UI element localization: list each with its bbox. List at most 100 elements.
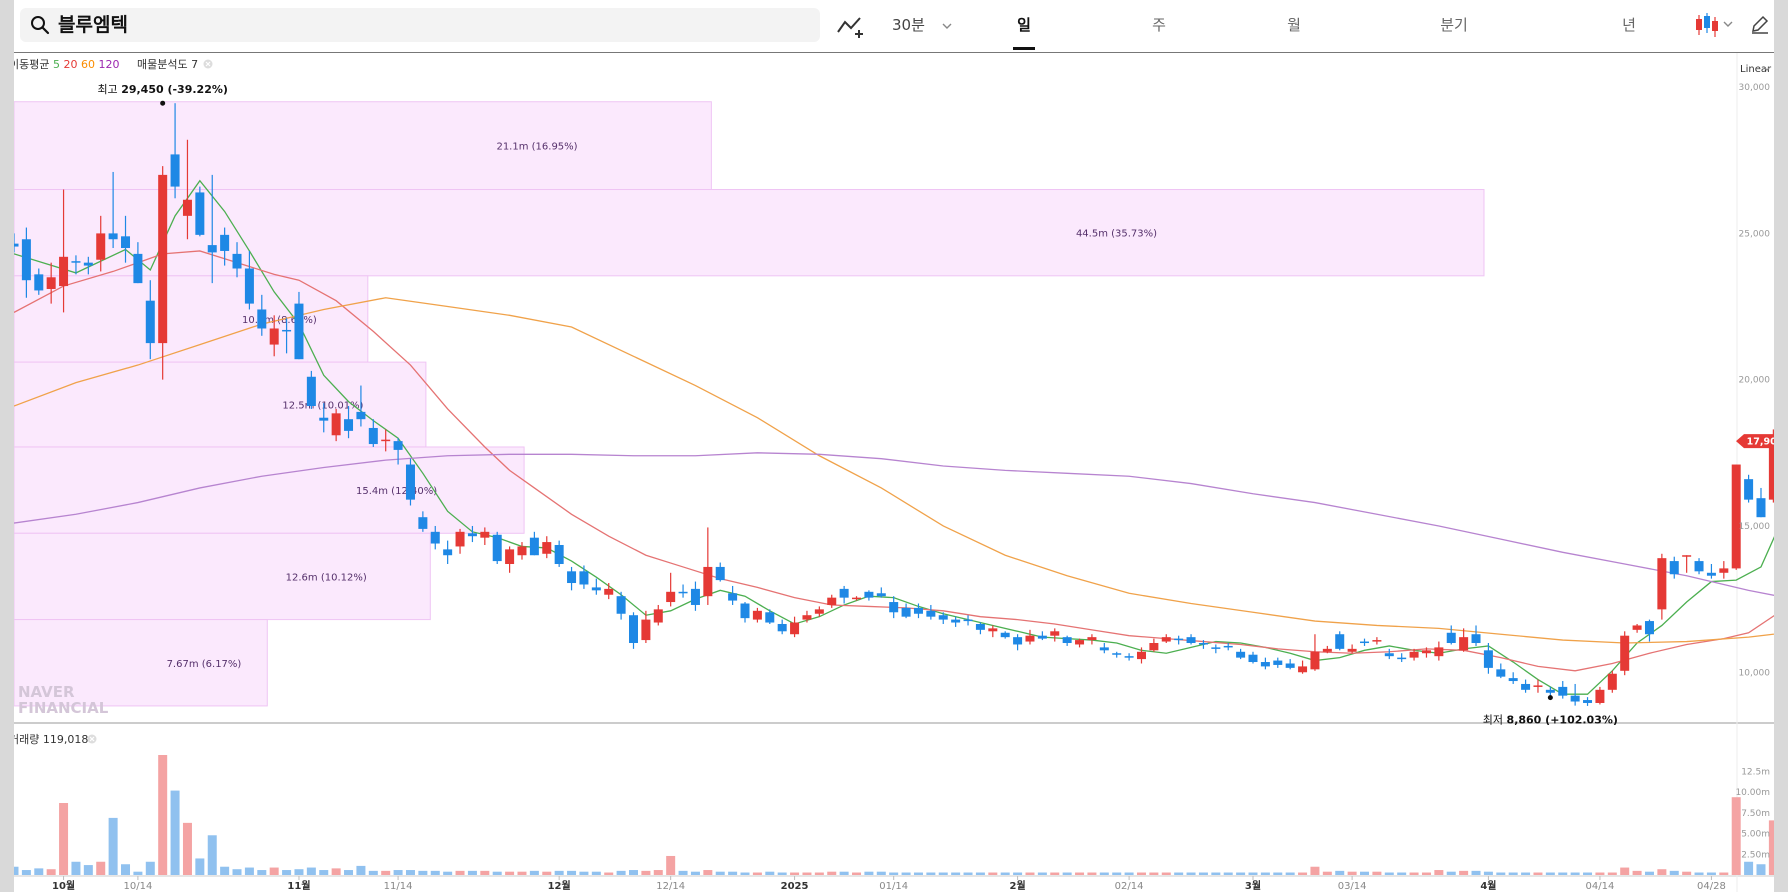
candle[interactable] [381,429,391,452]
search-icon[interactable] [30,15,50,35]
candle[interactable] [1583,697,1593,706]
candle[interactable] [1570,683,1580,706]
candle[interactable] [1459,628,1469,652]
candle[interactable] [604,583,614,600]
candle[interactable] [1149,638,1159,652]
candle[interactable] [827,594,837,608]
candle[interactable] [1682,555,1692,573]
candle[interactable] [1545,686,1555,696]
price-chart[interactable]: 21.1m (16.95%)44.5m (35.73%)10.7m (8.62%… [14,0,1774,892]
candle[interactable] [1384,648,1394,660]
candle[interactable] [1260,657,1270,670]
candle[interactable] [158,166,168,380]
candle[interactable] [802,610,812,623]
candle[interactable] [1434,641,1444,661]
candle[interactable] [195,186,205,237]
volume-legend[interactable]: 거래량 119,018 [14,733,88,746]
candle[interactable] [876,587,886,598]
candle[interactable] [554,540,564,567]
candle[interactable] [777,619,787,635]
candle[interactable] [1000,631,1010,639]
candle[interactable] [1694,558,1704,575]
candle[interactable] [34,268,44,295]
tab-quarter[interactable]: 분기 [1440,16,1468,34]
candle[interactable] [1657,553,1667,620]
candle[interactable] [71,255,81,275]
scale-selector[interactable]: Linear [1740,64,1772,75]
candle[interactable] [1198,640,1208,649]
candle[interactable] [368,419,378,447]
candle[interactable] [1136,647,1146,664]
candle[interactable] [1112,651,1122,658]
candle[interactable] [1409,648,1419,661]
candle-type-icon[interactable] [1694,12,1734,38]
candle[interactable] [765,609,775,624]
candle[interactable] [145,280,155,360]
candle[interactable] [282,318,292,354]
candle[interactable] [1236,648,1246,660]
candle[interactable] [1558,681,1568,699]
candle[interactable] [852,596,862,601]
candle[interactable] [46,262,56,304]
candle[interactable] [1620,631,1630,676]
candle[interactable] [492,531,502,565]
candle[interactable] [108,171,118,249]
candle[interactable] [1087,634,1097,645]
candle[interactable] [1322,645,1332,654]
candle[interactable] [1483,643,1493,674]
candle[interactable] [839,585,849,604]
candle[interactable] [1050,628,1060,642]
candle[interactable] [1669,556,1679,579]
candle[interactable] [1075,638,1085,648]
candle[interactable] [889,596,899,619]
tab-month[interactable]: 월 [1287,16,1301,34]
candle[interactable] [294,291,304,360]
candle[interactable] [1310,634,1320,671]
pencil-icon[interactable] [1750,14,1770,34]
candle[interactable] [1360,638,1370,646]
candle[interactable] [740,602,750,623]
tab-day[interactable]: 일 [1004,10,1044,50]
candle[interactable] [1037,631,1047,641]
candle[interactable] [629,612,638,649]
candle[interactable] [864,590,874,601]
drawing-tool-icon[interactable] [836,14,864,38]
candle[interactable] [1632,623,1642,633]
candle[interactable] [133,242,143,284]
candle[interactable] [356,385,366,427]
candle[interactable] [715,562,725,582]
candle[interactable] [1099,643,1109,654]
candle[interactable] [1285,659,1295,670]
candle[interactable] [1013,634,1023,651]
candle[interactable] [1298,660,1308,674]
candle[interactable] [790,616,800,638]
candle[interactable] [14,233,19,253]
candle[interactable] [1161,634,1171,644]
candle[interactable] [455,528,465,554]
candle[interactable] [616,591,626,620]
candle[interactable] [678,584,688,598]
candle[interactable] [1025,629,1035,645]
candle[interactable] [517,542,527,560]
candle[interactable] [1471,625,1481,646]
candle[interactable] [1731,464,1741,570]
stock-search-box[interactable]: 블루엠텍 [20,8,820,42]
candle[interactable] [988,625,998,638]
candle[interactable] [1607,670,1617,693]
candle[interactable] [96,215,106,272]
candle[interactable] [901,603,911,619]
candle[interactable] [505,546,515,573]
candle[interactable] [1223,643,1233,651]
candle[interactable] [938,612,948,624]
candle[interactable] [951,616,961,627]
candle[interactable] [232,242,242,278]
candle[interactable] [1595,686,1605,705]
candle[interactable] [703,527,713,605]
candle[interactable] [567,566,577,591]
candle[interactable] [443,540,453,565]
candle[interactable] [579,565,589,589]
candle[interactable] [752,607,762,623]
candle[interactable] [1744,474,1754,503]
candle[interactable] [1521,679,1531,693]
candle[interactable] [1756,487,1766,518]
